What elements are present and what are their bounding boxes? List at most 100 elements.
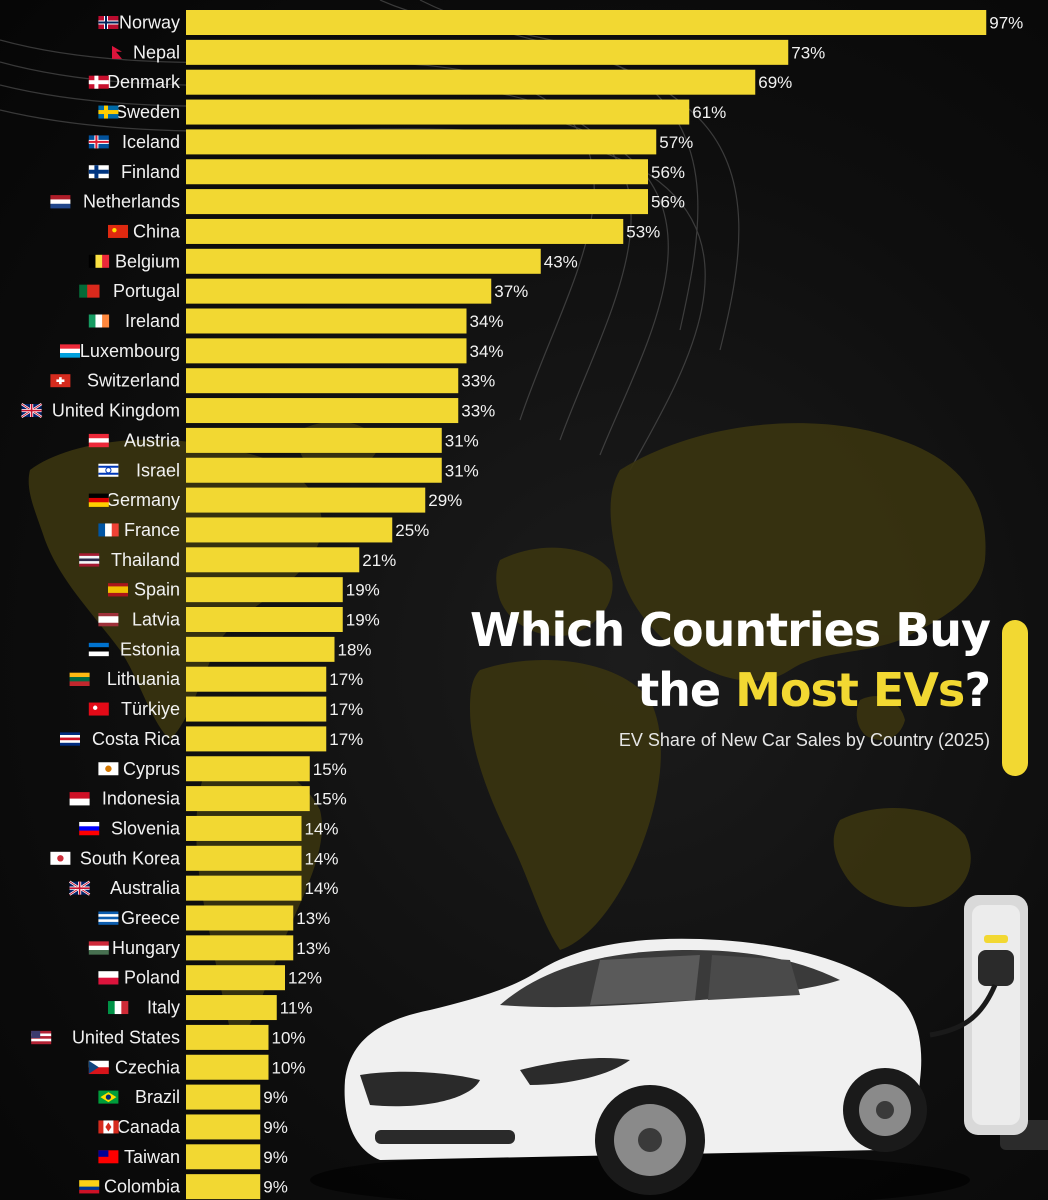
value-label: 17% [329, 700, 363, 719]
sweden-flag-icon [98, 105, 119, 119]
country-label: United Kingdom [52, 401, 180, 421]
bar-estonia [186, 636, 335, 662]
value-label: 29% [428, 491, 462, 510]
denmark-flag-icon [88, 75, 109, 89]
value-label: 15% [313, 760, 347, 779]
bar-spain [186, 577, 343, 603]
title-line-1: Which Countries Buy [470, 603, 991, 657]
bar-france [186, 517, 393, 543]
bar-thailand [186, 547, 360, 573]
value-label: 9% [263, 1088, 288, 1107]
country-label: Ireland [125, 311, 180, 331]
value-label: 61% [692, 103, 726, 122]
cyprus-flag-icon [98, 762, 119, 776]
value-label: 69% [758, 73, 792, 92]
value-label: 11% [280, 999, 313, 1018]
value-label: 34% [470, 312, 504, 331]
country-label: Austria [124, 430, 181, 450]
title-accent: Most EVs [735, 663, 965, 717]
title-line-2-prefix: the [637, 663, 736, 717]
value-label: 14% [305, 879, 339, 898]
canada-flag-icon [98, 1120, 119, 1134]
poland-flag-icon [98, 971, 119, 985]
bar-luxembourg [186, 338, 467, 364]
bar-t-rkiye [186, 696, 327, 722]
country-label: Estonia [120, 639, 181, 659]
country-label: Colombia [104, 1177, 181, 1197]
value-label: 33% [461, 372, 495, 391]
bar-cyprus [186, 756, 310, 782]
bar-indonesia [186, 786, 310, 812]
bar-belgium [186, 248, 541, 274]
switzerland-flag-icon [50, 374, 71, 388]
value-label: 31% [445, 461, 479, 480]
country-label: Hungary [112, 938, 180, 958]
value-label: 57% [659, 133, 693, 152]
value-label: 13% [296, 939, 330, 958]
colombia-flag-icon [79, 1180, 100, 1194]
value-label: 10% [272, 1058, 306, 1077]
bar-portugal [186, 278, 492, 304]
country-label: Cyprus [123, 759, 180, 779]
bar-ireland [186, 308, 467, 334]
country-label: Italy [147, 998, 180, 1018]
value-label: 14% [305, 819, 339, 838]
value-label: 31% [445, 431, 479, 450]
slovenia-flag-icon [79, 821, 100, 836]
title-line-2: the Most EVs? [390, 660, 991, 720]
iceland-flag-icon [88, 135, 109, 149]
china-flag-icon [108, 224, 128, 238]
bar-israel [186, 457, 442, 483]
greece-flag-icon [98, 911, 119, 925]
country-label: Slovenia [111, 818, 181, 838]
italy-flag-icon [108, 1001, 129, 1015]
bar-italy [186, 995, 277, 1021]
estonia-flag-icon [88, 642, 109, 657]
value-label: 19% [346, 611, 380, 630]
bar-united-states [186, 1024, 269, 1050]
country-label: Spain [134, 580, 180, 600]
value-label: 19% [346, 581, 380, 600]
australia-flag-icon [68, 880, 91, 896]
title-accent-bar [1002, 620, 1028, 776]
country-label: Indonesia [102, 789, 181, 809]
bar-australia [186, 875, 302, 901]
value-label: 12% [288, 969, 322, 988]
value-label: 25% [395, 521, 429, 540]
israel-flag-icon [98, 463, 119, 477]
country-label: Israel [136, 460, 180, 480]
lithuania-flag-icon [69, 672, 90, 686]
value-label: 9% [263, 1118, 288, 1137]
united-states-flag-icon [31, 1030, 52, 1045]
germany-flag-icon [88, 493, 109, 507]
value-label: 37% [494, 282, 528, 301]
value-label: 33% [461, 402, 495, 421]
value-label: 17% [329, 670, 363, 689]
country-label: Sweden [115, 102, 180, 122]
bar-colombia [186, 1174, 261, 1200]
country-label: Czechia [115, 1057, 181, 1077]
value-label: 43% [544, 252, 578, 271]
value-label: 14% [305, 849, 339, 868]
bar-norway [186, 10, 987, 35]
value-label: 9% [263, 1178, 288, 1197]
bar-nepal [186, 39, 789, 65]
bar-denmark [186, 69, 756, 95]
country-label: Finland [121, 162, 180, 182]
costa-rica-flag-icon [60, 732, 80, 746]
country-label: Australia [110, 878, 181, 898]
value-label: 56% [651, 193, 685, 212]
bar-china [186, 218, 624, 244]
country-label: Norway [119, 13, 180, 33]
bar-south-korea [186, 845, 302, 871]
portugal-flag-icon [79, 284, 100, 298]
value-label: 56% [651, 163, 685, 182]
country-label: China [133, 221, 181, 241]
bar-slovenia [186, 815, 302, 841]
luxembourg-flag-icon [60, 344, 80, 358]
ireland-flag-icon [88, 314, 110, 328]
country-label: Latvia [132, 610, 181, 630]
czechia-flag-icon [88, 1060, 109, 1075]
belgium-flag-icon [88, 254, 110, 268]
